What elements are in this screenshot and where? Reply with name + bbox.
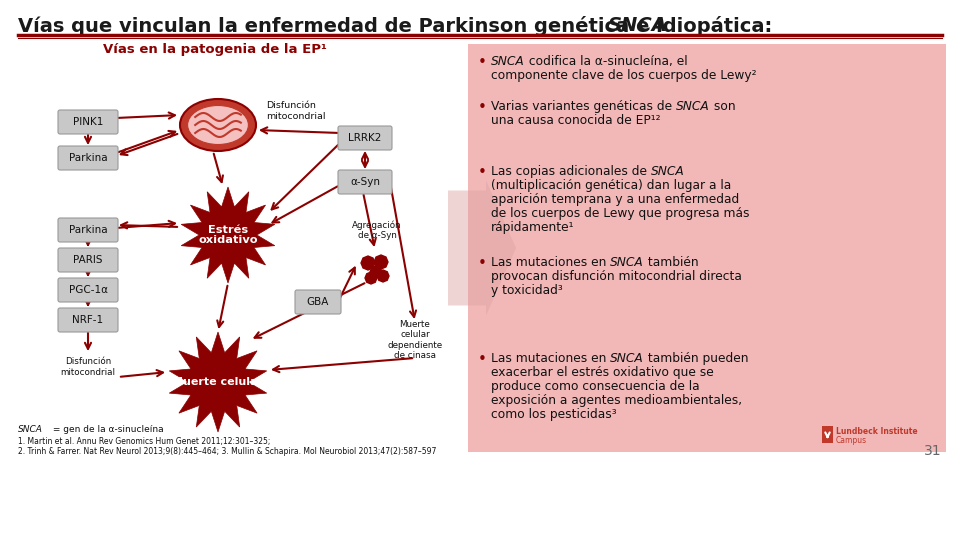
Text: = gen de la α-sinucleína: = gen de la α-sinucleína bbox=[50, 425, 163, 434]
Text: SNCA: SNCA bbox=[611, 352, 644, 365]
Text: α-Syn: α-Syn bbox=[350, 177, 380, 187]
Text: componente clave de los cuerpos de Lewy²: componente clave de los cuerpos de Lewy² bbox=[491, 69, 756, 82]
Text: Vías en la patogenia de la EP¹: Vías en la patogenia de la EP¹ bbox=[103, 43, 327, 56]
Polygon shape bbox=[169, 332, 267, 432]
Text: Muerte celular: Muerte celular bbox=[173, 377, 263, 387]
Text: SNCA: SNCA bbox=[18, 425, 43, 434]
Text: Muerte
celular
dependiente
de cinasa: Muerte celular dependiente de cinasa bbox=[388, 320, 443, 360]
Text: de los cuerpos de Lewy que progresa más: de los cuerpos de Lewy que progresa más bbox=[491, 207, 750, 220]
Text: provocan disfunción mitocondrial directa: provocan disfunción mitocondrial directa bbox=[491, 270, 742, 283]
Text: 31: 31 bbox=[924, 444, 942, 458]
FancyBboxPatch shape bbox=[295, 290, 341, 314]
Text: y toxicidad³: y toxicidad³ bbox=[491, 284, 563, 297]
Text: también pueden: también pueden bbox=[644, 352, 749, 365]
Text: PINK1: PINK1 bbox=[73, 117, 103, 127]
Text: SNCA: SNCA bbox=[651, 165, 684, 178]
Text: LRRK2: LRRK2 bbox=[348, 133, 382, 143]
Polygon shape bbox=[377, 270, 389, 282]
Text: Las mutaciones en: Las mutaciones en bbox=[491, 256, 611, 269]
FancyBboxPatch shape bbox=[58, 146, 118, 170]
Polygon shape bbox=[374, 255, 388, 269]
FancyBboxPatch shape bbox=[338, 126, 392, 150]
Text: Lundbeck Institute: Lundbeck Institute bbox=[836, 427, 918, 436]
Text: aparición temprana y a una enfermedad: aparición temprana y a una enfermedad bbox=[491, 193, 739, 206]
Text: •: • bbox=[478, 165, 487, 180]
Text: 1. Martin et al. Annu Rev Genomics Hum Genet 2011;12:301–325;: 1. Martin et al. Annu Rev Genomics Hum G… bbox=[18, 437, 271, 446]
Text: Disfunción
mitocondrial: Disfunción mitocondrial bbox=[60, 357, 115, 377]
Text: Vías que vinculan la enfermedad de Parkinson genética e idiopática:: Vías que vinculan la enfermedad de Parki… bbox=[18, 16, 785, 36]
Text: oxidativo: oxidativo bbox=[199, 235, 257, 245]
Polygon shape bbox=[361, 256, 375, 270]
FancyBboxPatch shape bbox=[58, 218, 118, 242]
Text: produce como consecuencia de la: produce como consecuencia de la bbox=[491, 380, 700, 393]
FancyBboxPatch shape bbox=[822, 426, 833, 443]
FancyBboxPatch shape bbox=[58, 110, 118, 134]
Ellipse shape bbox=[180, 99, 256, 151]
Text: •: • bbox=[478, 256, 487, 271]
Text: PGC-1α: PGC-1α bbox=[68, 285, 108, 295]
Text: Las mutaciones en: Las mutaciones en bbox=[491, 352, 611, 365]
Text: Campus: Campus bbox=[836, 436, 867, 445]
Text: Parkina: Parkina bbox=[69, 153, 108, 163]
Text: (multiplicación genética) dan lugar a la: (multiplicación genética) dan lugar a la bbox=[491, 179, 732, 192]
Text: codifica la α-sinucleína, el: codifica la α-sinucleína, el bbox=[525, 55, 687, 68]
Polygon shape bbox=[365, 272, 377, 284]
FancyBboxPatch shape bbox=[468, 44, 946, 452]
Text: Las copias adicionales de: Las copias adicionales de bbox=[491, 165, 651, 178]
Ellipse shape bbox=[187, 105, 249, 145]
FancyBboxPatch shape bbox=[58, 278, 118, 302]
Text: •: • bbox=[478, 55, 487, 70]
Text: SNCA: SNCA bbox=[676, 100, 709, 113]
Text: PARIS: PARIS bbox=[73, 255, 103, 265]
Text: GBA: GBA bbox=[307, 297, 329, 307]
Polygon shape bbox=[181, 187, 275, 283]
Text: rápidamente¹: rápidamente¹ bbox=[491, 221, 574, 234]
Text: •: • bbox=[478, 352, 487, 367]
Text: exposición a agentes medioambientales,: exposición a agentes medioambientales, bbox=[491, 394, 742, 407]
Text: 2. Trinh & Farrer. Nat Rev Neurol 2013;9(8):445–464; 3. Mullin & Schapira. Mol N: 2. Trinh & Farrer. Nat Rev Neurol 2013;9… bbox=[18, 447, 437, 456]
Text: SNCA: SNCA bbox=[611, 256, 644, 269]
Text: •: • bbox=[478, 100, 487, 115]
Text: SNCA: SNCA bbox=[491, 55, 525, 68]
Text: exacerbar el estrés oxidativo que se: exacerbar el estrés oxidativo que se bbox=[491, 366, 713, 379]
Text: como los pesticidas³: como los pesticidas³ bbox=[491, 408, 616, 421]
Text: también: también bbox=[644, 256, 699, 269]
Text: Disfunción
mitocondrial: Disfunción mitocondrial bbox=[266, 102, 325, 121]
Text: Agregación
de α-Syn: Agregación de α-Syn bbox=[352, 220, 402, 240]
FancyBboxPatch shape bbox=[58, 308, 118, 332]
Text: una causa conocida de EP¹²: una causa conocida de EP¹² bbox=[491, 114, 660, 127]
Polygon shape bbox=[370, 266, 382, 278]
Text: SNCA: SNCA bbox=[608, 16, 668, 35]
Text: NRF-1: NRF-1 bbox=[72, 315, 104, 325]
Text: son: son bbox=[709, 100, 735, 113]
Text: Estrés: Estrés bbox=[208, 225, 248, 235]
Text: Varias variantes genéticas de: Varias variantes genéticas de bbox=[491, 100, 676, 113]
FancyArrow shape bbox=[448, 180, 516, 315]
FancyBboxPatch shape bbox=[58, 248, 118, 272]
FancyBboxPatch shape bbox=[338, 170, 392, 194]
Text: Parkina: Parkina bbox=[69, 225, 108, 235]
